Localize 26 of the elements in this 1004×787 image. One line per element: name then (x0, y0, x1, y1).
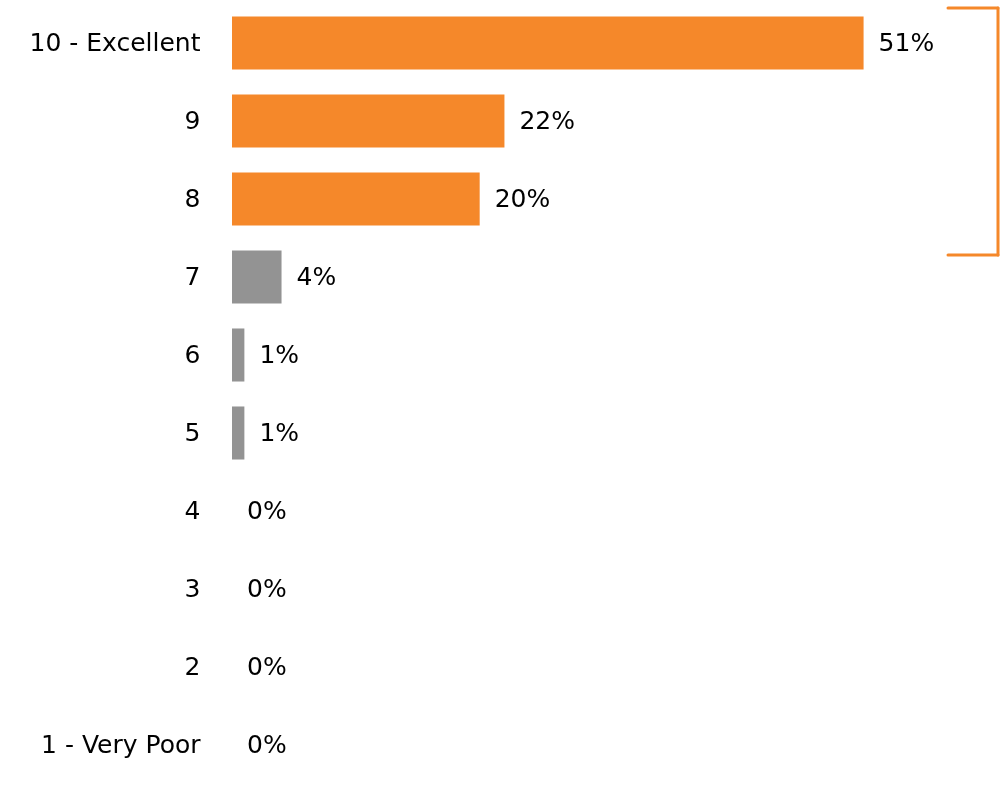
bar (232, 16, 864, 70)
data-label: 20% (494, 184, 551, 213)
data-label: 0% (247, 652, 287, 681)
y-tick-label: 10 - Excellent (29, 28, 201, 57)
y-tick-label: 3 (184, 574, 201, 603)
y-tick-label: 8 (184, 184, 201, 213)
y-tick-label: 7 (184, 262, 201, 291)
y-tick-label: 6 (184, 340, 201, 369)
data-label: 1% (259, 340, 300, 369)
data-label: 0% (247, 496, 287, 525)
bar (232, 172, 480, 226)
data-label: 4% (296, 262, 337, 291)
bar (232, 94, 505, 148)
data-label: 51% (878, 28, 935, 57)
y-tick-label: 2 (184, 652, 201, 681)
bar (232, 250, 282, 304)
y-tick-label: 4 (184, 496, 201, 525)
data-label: 0% (247, 574, 287, 603)
y-tick-label: 5 (184, 418, 201, 447)
y-tick-label: 9 (184, 106, 201, 135)
data-label: 1% (259, 418, 300, 447)
data-label: 22% (519, 106, 576, 135)
bar (232, 406, 245, 460)
y-tick-label: 1 - Very Poor (41, 730, 202, 759)
data-label: 0% (247, 730, 287, 759)
bar (232, 328, 245, 382)
